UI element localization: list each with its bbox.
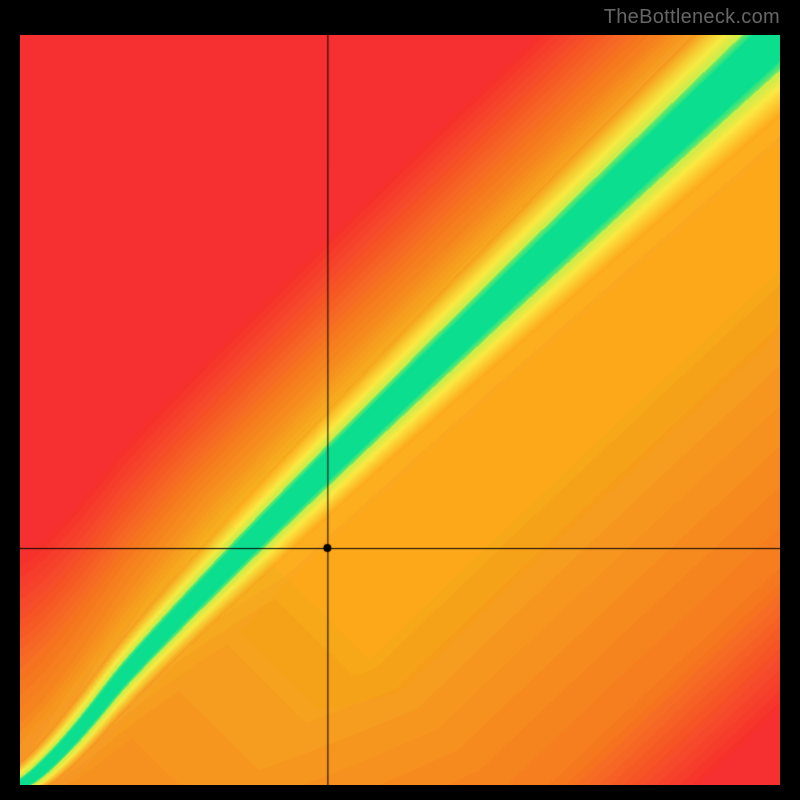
plot-area [20, 35, 780, 785]
watermark-text: TheBottleneck.com [604, 6, 780, 29]
heatmap-canvas [20, 35, 780, 785]
chart-container: TheBottleneck.com [0, 0, 800, 800]
